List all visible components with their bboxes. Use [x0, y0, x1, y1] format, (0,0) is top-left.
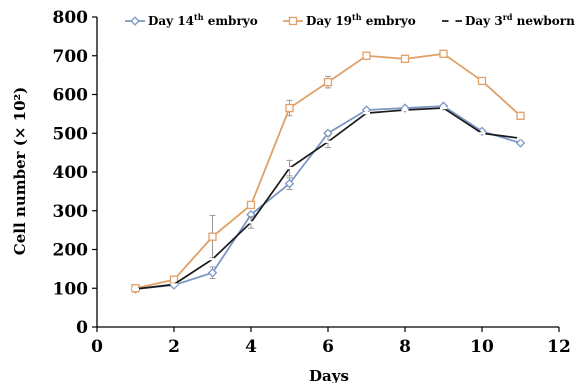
data-point	[246, 200, 256, 210]
x-tick-label: 4	[245, 337, 257, 357]
data-point	[515, 138, 526, 148]
series-1	[130, 101, 526, 294]
x-axis-title: Days	[309, 367, 349, 383]
y-axis: 0 100 200 300 400 500 600 700 800	[53, 8, 98, 338]
y-tick-label: 700	[53, 47, 89, 67]
legend-label: Day 14th embryo	[148, 12, 258, 28]
legend: Day 14th embryo Day 19th embryo Day 3rd ne…	[125, 12, 575, 28]
data-point	[400, 54, 410, 63]
legend-label: Day 3rd newborn	[465, 12, 575, 28]
data-point	[208, 232, 217, 241]
y-tick-label: 200	[53, 241, 89, 261]
legend-entry: Day 3rd newborn	[442, 12, 575, 28]
y-tick-label: 800	[53, 8, 89, 28]
x-tick-label: 12	[547, 337, 571, 357]
data-point	[439, 49, 448, 58]
y-axis-title: Cell number (× 10²)	[11, 87, 29, 255]
data-point	[130, 16, 140, 26]
x-tick-label: 8	[399, 337, 411, 357]
y-tick-label: 0	[76, 318, 88, 338]
data-point	[284, 178, 295, 189]
x-tick-label: 10	[470, 337, 494, 357]
data-point	[288, 16, 298, 26]
plot-area	[130, 49, 526, 294]
x-tick-label: 2	[168, 337, 180, 357]
legend-label: Day 19th embryo	[306, 12, 416, 28]
series-2	[131, 49, 525, 293]
data-point	[362, 51, 371, 60]
legend-entry: Day 19th embryo	[283, 12, 416, 28]
x-tick-label: 0	[91, 337, 103, 357]
y-tick-label: 400	[53, 163, 89, 183]
data-point	[169, 275, 179, 284]
data-point	[516, 111, 525, 120]
y-tick-label: 600	[53, 86, 89, 106]
series-3	[132, 106, 524, 291]
data-point	[477, 76, 487, 86]
series-line	[135, 52, 522, 290]
x-axis: 0 2 4 6 8 10 12	[91, 326, 571, 357]
y-tick-label: 300	[53, 202, 89, 222]
legend-entry: Day 14th embryo	[125, 12, 258, 28]
y-tick-label: 500	[53, 124, 89, 144]
data-point	[285, 103, 294, 113]
data-point	[207, 268, 218, 278]
data-point	[323, 77, 333, 87]
x-tick-label: 6	[322, 337, 334, 357]
y-tick-label: 100	[53, 279, 89, 299]
